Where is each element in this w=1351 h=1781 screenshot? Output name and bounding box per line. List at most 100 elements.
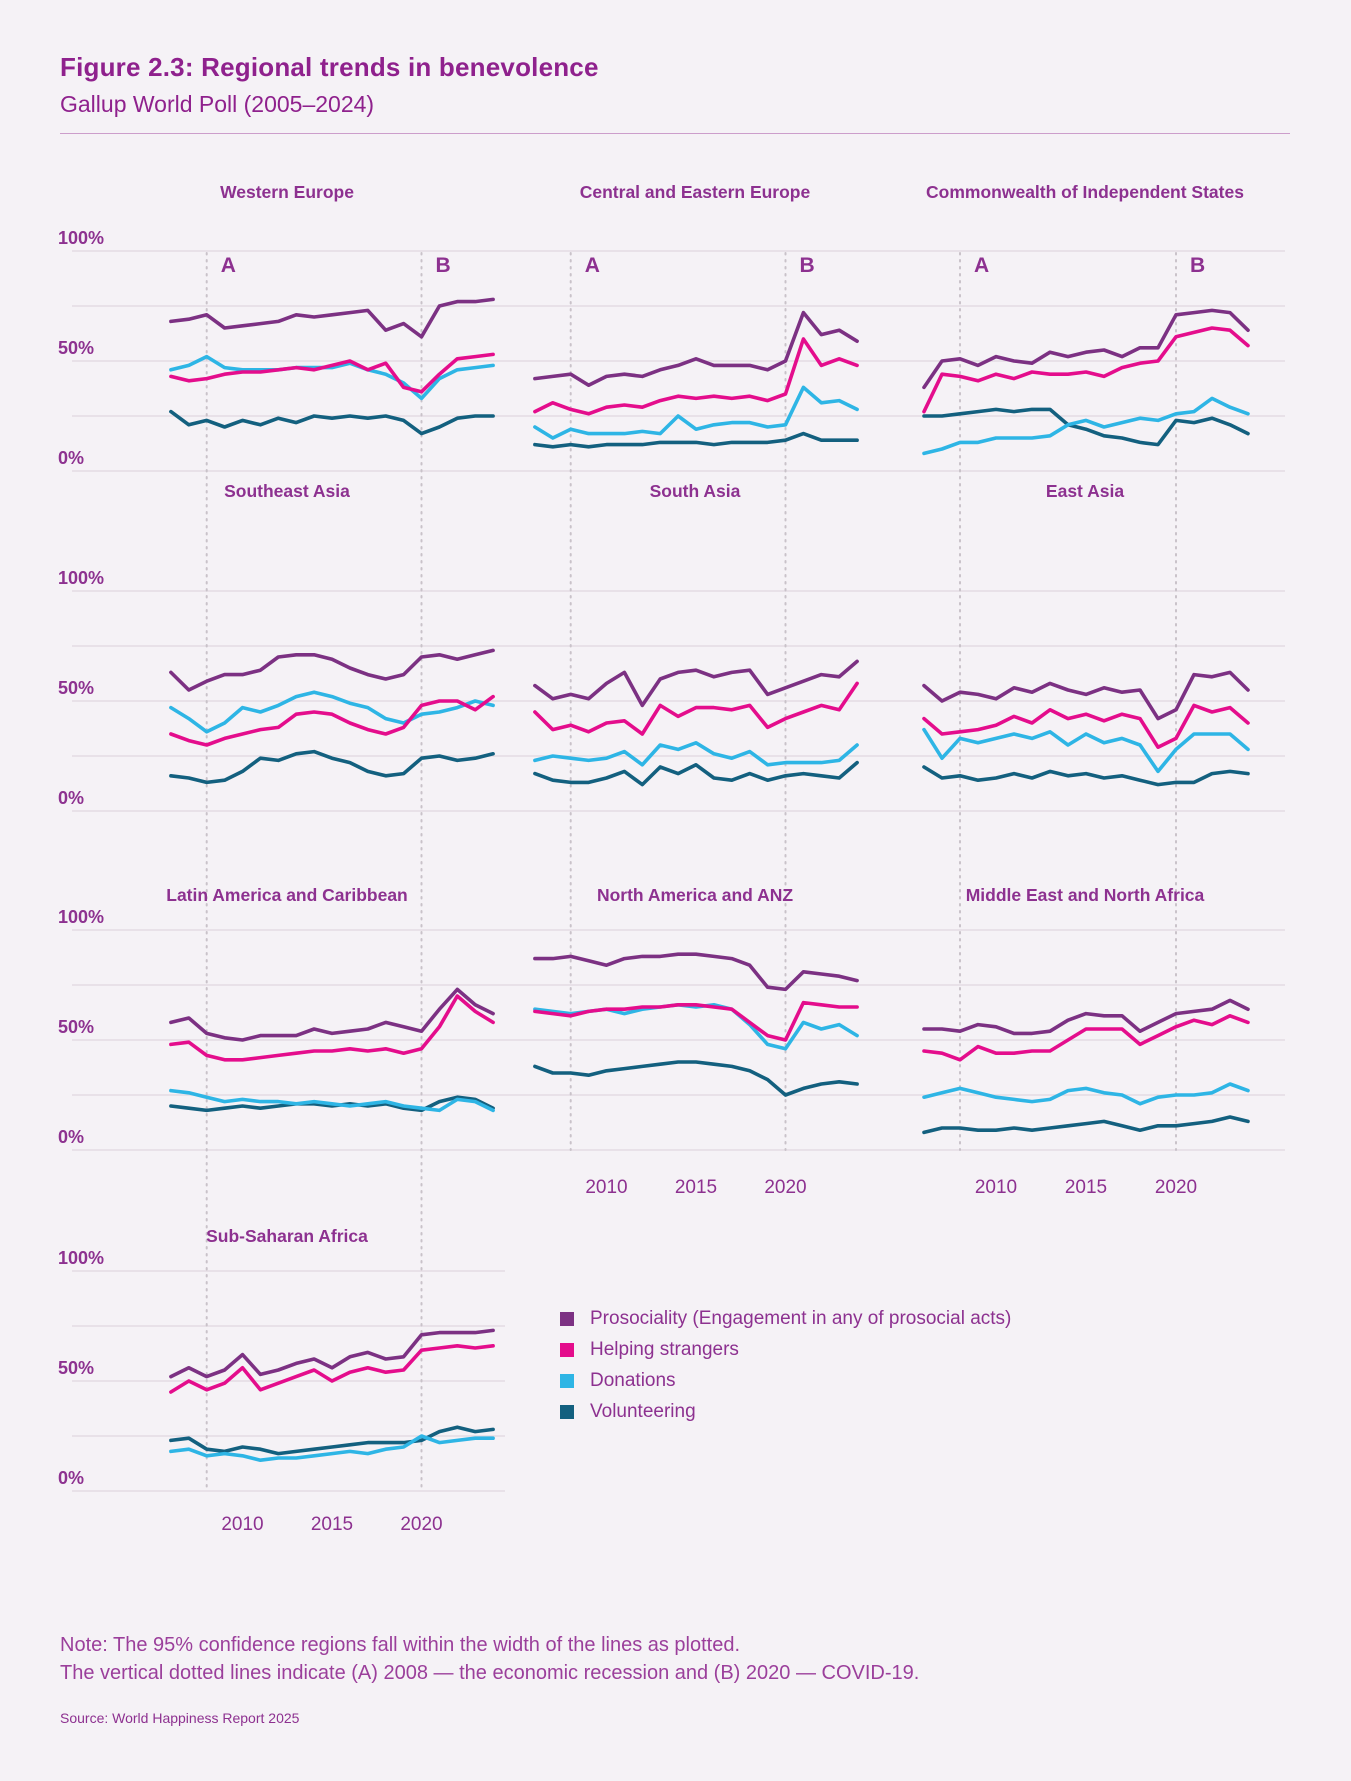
y-axis-label: 0%: [58, 448, 84, 468]
panel-title: Latin America and Caribbean: [166, 885, 408, 905]
legend-label-prosociality: Prosociality (Engagement in any of proso…: [590, 1307, 1012, 1329]
series-helping_strangers: [169, 352, 495, 394]
figure-source: Source: World Happiness Report 2025: [60, 1710, 300, 1726]
panel-title: East Asia: [1046, 481, 1124, 501]
panel-western-europe: Western Europe: [169, 182, 495, 436]
series-helping_strangers: [169, 994, 495, 1062]
series-helping_strangers: [533, 681, 859, 736]
panel-title: Western Europe: [220, 182, 354, 202]
y-axis-label: 100%: [58, 228, 104, 248]
figure-note: Note: The 95% confidence regions fall wi…: [60, 1631, 1300, 1687]
x-axis-label: 2020: [400, 1514, 442, 1535]
event-marker-label-B: B: [800, 254, 815, 277]
x-axis-label: 2020: [764, 1177, 806, 1198]
x-axis-label: 2010: [975, 1177, 1017, 1198]
figure-title: Figure 2.3: Regional trends in benevolen…: [60, 52, 599, 82]
series-prosociality: [533, 952, 859, 992]
series-donations: [169, 690, 495, 734]
series-volunteering: [922, 765, 1250, 787]
x-axis-label: 2010: [585, 1177, 627, 1198]
panel-sub-saharan-africa: Sub-Saharan Africa: [169, 1226, 495, 1462]
panel-title: Sub-Saharan Africa: [206, 1226, 368, 1246]
y-axis-label: 100%: [58, 907, 104, 927]
header-divider: [60, 133, 1290, 134]
y-axis-label: 50%: [58, 678, 94, 698]
y-axis-label: 50%: [58, 338, 94, 358]
y-axis-label: 100%: [58, 1248, 104, 1268]
event-markers-col-1: [569, 252, 787, 1151]
panel-south-asia: South Asia: [533, 481, 859, 787]
panel-title: Middle East and North Africa: [966, 885, 1205, 905]
panel-commonwealth-of-independent-states: Commonwealth of Independent States: [922, 182, 1250, 456]
legend-swatch-prosociality: [560, 1311, 574, 1326]
series-donations: [169, 1434, 495, 1462]
x-axis-label: 2015: [311, 1514, 353, 1535]
series-prosociality: [922, 308, 1250, 390]
panel-title: Central and Eastern Europe: [580, 182, 811, 202]
series-volunteering: [533, 431, 859, 449]
series-helping_strangers: [533, 337, 859, 416]
panel-title: South Asia: [650, 481, 741, 501]
series-prosociality: [169, 987, 495, 1042]
event-marker-label-A: A: [974, 254, 989, 277]
series-prosociality: [169, 297, 495, 339]
panel-middle-east-and-north-africa: Middle East and North Africa: [922, 885, 1250, 1135]
event-marker-label-B: B: [1190, 254, 1205, 277]
event-markers-col-0: [205, 252, 423, 1492]
event-markers-col-2: [959, 252, 1177, 1151]
row-grid-0: 100% 50% 0%: [58, 228, 1285, 472]
panel-central-and-eastern-europe: Central and Eastern Europe: [533, 182, 859, 449]
series-donations: [922, 727, 1250, 774]
y-axis-label: 0%: [58, 1127, 84, 1147]
legend-item-volunteering: Volunteering: [560, 1396, 1011, 1427]
series-prosociality: [533, 659, 859, 708]
panel-east-asia: East Asia: [922, 481, 1250, 787]
series-volunteering: [533, 1060, 859, 1097]
legend-swatch-donations: [560, 1373, 574, 1388]
series-prosociality: [533, 310, 859, 388]
legend-swatch-volunteering: [560, 1404, 574, 1419]
series-prosociality: [169, 648, 495, 692]
series-helping_strangers: [169, 1344, 495, 1394]
x-axis-label: 2015: [1065, 1177, 1107, 1198]
legend-item-helping_strangers: Helping strangers: [560, 1334, 1011, 1365]
y-axis-label: 0%: [58, 788, 84, 808]
y-axis-label: 100%: [58, 568, 104, 588]
x-axis-label: 2015: [675, 1177, 717, 1198]
series-volunteering: [533, 760, 859, 787]
series-prosociality: [922, 670, 1250, 721]
event-marker-label-A: A: [585, 254, 600, 277]
series-helping_strangers: [169, 694, 495, 747]
x-axis-label: 2020: [1155, 1177, 1197, 1198]
panel-title: North America and ANZ: [597, 885, 793, 905]
row-grid-1: 100% 50% 0%: [58, 568, 1285, 812]
figure-subtitle: Gallup World Poll (2005–2024): [60, 91, 375, 117]
series-volunteering: [169, 1425, 495, 1456]
series-helping_strangers: [922, 326, 1250, 414]
series-volunteering: [922, 407, 1250, 447]
series-donations: [922, 1082, 1250, 1106]
legend-label-volunteering: Volunteering: [590, 1400, 696, 1422]
x-axis-label: 2010: [221, 1514, 263, 1535]
panel-title: Southeast Asia: [224, 481, 350, 501]
series-donations: [922, 396, 1250, 456]
note-line-2: The vertical dotted lines indicate (A) 2…: [60, 1662, 920, 1684]
panel-southeast-asia: Southeast Asia: [169, 481, 495, 785]
series-prosociality: [169, 1328, 495, 1379]
series-donations: [533, 740, 859, 767]
series-volunteering: [169, 749, 495, 785]
chart-legend: Prosociality (Engagement in any of proso…: [560, 1303, 1011, 1427]
y-axis-label: 50%: [58, 1017, 94, 1037]
series-volunteering: [169, 1095, 495, 1113]
row-grid-2: 100% 50% 0%: [58, 907, 1285, 1151]
series-prosociality: [922, 998, 1250, 1036]
panel-title: Commonwealth of Independent States: [926, 182, 1244, 202]
series-helping_strangers: [533, 1000, 859, 1042]
legend-label-helping_strangers: Helping strangers: [590, 1338, 739, 1360]
legend-item-donations: Donations: [560, 1365, 1011, 1396]
y-axis-label: 50%: [58, 1358, 94, 1378]
series-volunteering: [169, 409, 495, 436]
